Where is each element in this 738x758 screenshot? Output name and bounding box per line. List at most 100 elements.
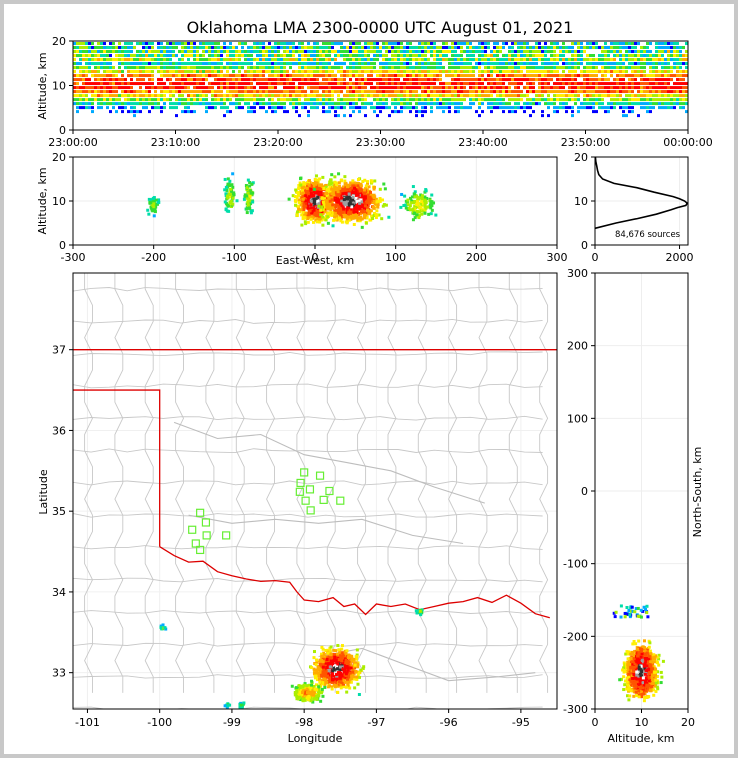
time-altitude-cell — [322, 110, 325, 114]
east-west-cell — [319, 208, 323, 212]
time-altitude-cell — [208, 82, 211, 86]
time-altitude-cell — [481, 98, 484, 102]
time-altitude-cell — [559, 86, 562, 90]
time-altitude-cell — [106, 50, 109, 54]
time-altitude-cell — [160, 50, 163, 54]
time-altitude-cell — [208, 50, 211, 54]
time-altitude-cell — [409, 70, 412, 74]
time-altitude-cell — [163, 86, 166, 90]
time-altitude-cell — [505, 106, 508, 110]
time-altitude-cell — [628, 42, 631, 46]
time-altitude-cell — [652, 78, 655, 82]
time-altitude-cell — [493, 58, 496, 62]
time-altitude-cell — [655, 74, 658, 78]
time-altitude-cell — [202, 66, 205, 70]
time-altitude-cell — [382, 98, 385, 102]
time-altitude-cell — [490, 62, 493, 66]
time-altitude-cell — [583, 74, 586, 78]
time-altitude-cell — [571, 54, 574, 58]
time-altitude-cell — [625, 114, 628, 118]
east-west-cell — [299, 177, 303, 181]
time-altitude-cell — [271, 74, 274, 78]
time-altitude-cell — [373, 58, 376, 62]
east-west-cell — [304, 222, 308, 226]
time-altitude-cell — [307, 102, 310, 106]
time-altitude-cell — [439, 46, 442, 50]
time-altitude-cell — [280, 90, 283, 94]
time-altitude-cell — [229, 94, 232, 98]
time-altitude-cell — [313, 98, 316, 102]
time-altitude-cell — [277, 98, 280, 102]
time-altitude-cell — [121, 62, 124, 66]
time-altitude-cell — [214, 98, 217, 102]
time-altitude-cell — [466, 46, 469, 50]
east-west-cell — [306, 216, 310, 220]
time-altitude-cell — [208, 62, 211, 66]
time-altitude-cell — [373, 78, 376, 82]
time-altitude-cell — [637, 66, 640, 70]
time-altitude-cell — [151, 70, 154, 74]
time-altitude-cell — [100, 46, 103, 50]
time-altitude-cell — [559, 54, 562, 58]
time-altitude-cell — [664, 90, 667, 94]
time-altitude-cell — [565, 58, 568, 62]
time-altitude-cell — [202, 42, 205, 46]
time-altitude-cell — [139, 90, 142, 94]
time-altitude-cell — [433, 66, 436, 70]
time-altitude-cell — [265, 46, 268, 50]
time-altitude-cell — [304, 66, 307, 70]
time-altitude-cell — [577, 106, 580, 110]
time-altitude-cell — [268, 66, 271, 70]
time-altitude-cell — [349, 94, 352, 98]
time-altitude-cell — [631, 54, 634, 58]
time-altitude-cell — [649, 102, 652, 106]
east-west-cell — [147, 212, 151, 216]
time-altitude-cell — [148, 94, 151, 98]
time-altitude-cell — [538, 82, 541, 86]
time-altitude-cell — [295, 50, 298, 54]
time-altitude-cell — [316, 46, 319, 50]
time-altitude-cell — [358, 42, 361, 46]
time-altitude-cell — [367, 42, 370, 46]
time-altitude-cell — [343, 98, 346, 102]
time-altitude-cell — [517, 58, 520, 62]
time-altitude-cell — [409, 42, 412, 46]
east-west-cell — [313, 197, 317, 201]
time-altitude-cell — [496, 70, 499, 74]
time-altitude-cell — [673, 82, 676, 86]
time-altitude-cell — [634, 78, 637, 82]
time-altitude-cell — [634, 42, 637, 46]
time-altitude-cell — [448, 90, 451, 94]
east-west-cell — [309, 187, 313, 191]
east-west-cell — [249, 191, 253, 195]
time-altitude-cell — [160, 94, 163, 98]
time-altitude-cell — [523, 74, 526, 78]
east-west-cell — [325, 204, 329, 208]
time-altitude-cell — [355, 66, 358, 70]
time-altitude-cell — [421, 110, 424, 114]
time-altitude-cell — [472, 66, 475, 70]
east-west-cell — [301, 201, 305, 205]
time-altitude-cell — [355, 54, 358, 58]
east-west-cell — [327, 196, 331, 200]
time-altitude-cell — [514, 110, 517, 114]
time-altitude-cell — [199, 98, 202, 102]
time-altitude-cell — [403, 46, 406, 50]
time-altitude-cell — [556, 110, 559, 114]
time-altitude-cell — [313, 94, 316, 98]
time-altitude-cell — [451, 86, 454, 90]
time-altitude-cell — [616, 86, 619, 90]
time-altitude-cell — [229, 42, 232, 46]
time-altitude-cell — [325, 58, 328, 62]
time-altitude-cell — [274, 110, 277, 114]
time-altitude-cell — [136, 66, 139, 70]
time-altitude-cell — [322, 102, 325, 106]
time-altitude-cell — [616, 78, 619, 82]
time-altitude-cell — [430, 66, 433, 70]
time-altitude-cell — [571, 70, 574, 74]
time-altitude-cell — [649, 106, 652, 110]
time-altitude-cell — [280, 70, 283, 74]
time-altitude-cell — [520, 42, 523, 46]
time-altitude-cell — [484, 94, 487, 98]
time-altitude-cell — [679, 46, 682, 50]
